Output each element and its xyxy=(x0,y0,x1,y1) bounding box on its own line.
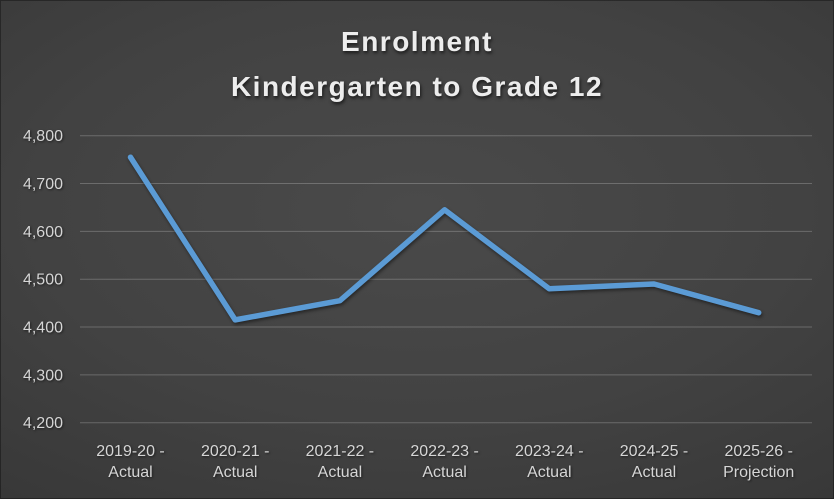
x-axis-tick-label-line-1: 2021-22 - xyxy=(306,443,375,460)
chart-title-line-2: Kindergarten to Grade 12 xyxy=(230,71,604,102)
x-axis-tick-label-line-2: Actual xyxy=(632,464,676,481)
y-axis-tick-label: 4,600 xyxy=(23,224,63,241)
x-axis-tick-label-line-1: 2024-25 - xyxy=(620,443,689,460)
x-axis-tick-label-line-2: Actual xyxy=(527,464,571,481)
y-axis-tick-label: 4,500 xyxy=(23,272,63,289)
x-axis-tick-label-line-1: 2023-24 - xyxy=(515,443,584,460)
x-axis-tick-label-line-2: Actual xyxy=(422,464,466,481)
x-axis-tick-label-line-2: Actual xyxy=(318,464,362,481)
enrolment-series-line xyxy=(127,154,762,323)
x-axis-tick-label-line-2: Actual xyxy=(108,464,152,481)
x-axis-tick-label-line-1: 2022-23 - xyxy=(410,443,479,460)
y-axis-tick-label: 4,300 xyxy=(23,367,63,384)
chart-title-line-1: Enrolment xyxy=(341,26,493,57)
chart-title: Enrolment Kindergarten to Grade 12 xyxy=(0,19,834,109)
y-axis-tick-label: 4,800 xyxy=(23,128,63,145)
x-axis-tick-label-line-1: 2025-26 - xyxy=(724,443,793,460)
y-axis-tick-label: 4,400 xyxy=(23,320,63,337)
x-axis-tick-label-line-1: 2020-21 - xyxy=(201,443,270,460)
x-axis-tick-label-line-2: Projection xyxy=(723,464,794,481)
y-axis-tick-label: 4,200 xyxy=(23,415,63,432)
x-axis-tick-label-line-1: 2019-20 - xyxy=(96,443,165,460)
x-axis-tick-label-line-2: Actual xyxy=(213,464,257,481)
y-axis-tick-label: 4,700 xyxy=(23,176,63,193)
